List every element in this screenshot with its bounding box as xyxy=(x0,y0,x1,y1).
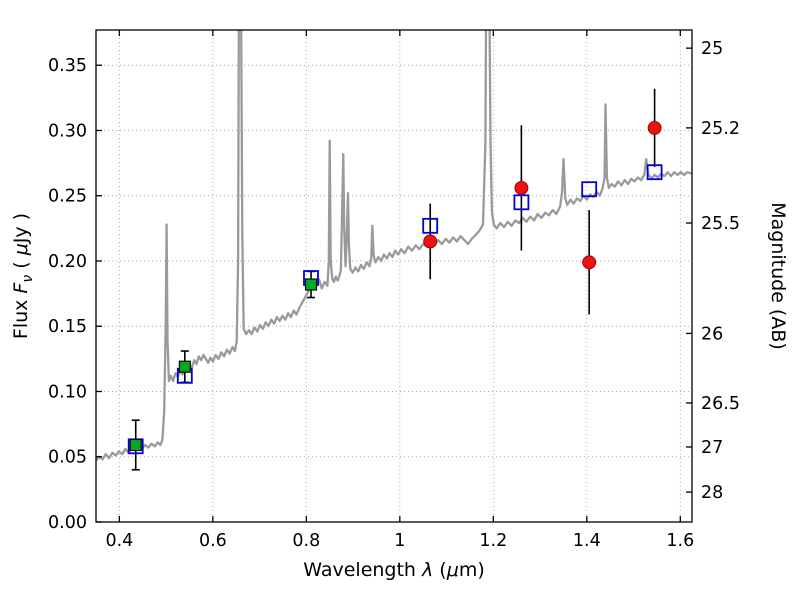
y-tick-label-left: 0.30 xyxy=(48,121,87,141)
x-axis-label: Wavelength λ (μm) xyxy=(303,559,484,581)
y-tick-label-right: 25.2 xyxy=(701,119,740,139)
x-tick-label: 1.4 xyxy=(573,531,601,551)
observed-square-marker xyxy=(129,438,142,452)
y-tick-label-right: 26.5 xyxy=(701,394,740,414)
observed-square-marker xyxy=(178,360,191,373)
model-photometry-marker xyxy=(422,217,439,234)
x-tick-label: 1 xyxy=(394,531,405,551)
observed-circle-marker xyxy=(582,255,597,270)
x-tick-label: 0.6 xyxy=(199,531,227,551)
x-tick-label: 0.4 xyxy=(105,531,133,551)
y-tick-label-right: 25.5 xyxy=(701,214,740,234)
y-axis-label-right: Magnitude (AB) xyxy=(767,202,789,350)
plot-frame xyxy=(95,29,693,523)
model-photometry-marker xyxy=(513,194,530,211)
x-tick-label: 0.8 xyxy=(292,531,320,551)
y-tick-label-left: 0.10 xyxy=(48,382,87,402)
x-tick-label: 1.6 xyxy=(666,531,694,551)
y-tick-label-left: 0.05 xyxy=(48,448,87,468)
tick-marks xyxy=(96,30,692,523)
observed-square-marker xyxy=(304,278,318,291)
y-tick-label-left: 0.20 xyxy=(48,252,87,272)
y-tick-label-left: 0.15 xyxy=(48,317,87,337)
model-photometry-marker xyxy=(581,181,598,198)
y-tick-label-right: 26 xyxy=(701,324,723,344)
y-tick-label-left: 0.35 xyxy=(48,56,87,76)
x-tick-label: 1.2 xyxy=(479,531,507,551)
y-tick-label-right: 27 xyxy=(701,438,723,458)
y-tick-label-right: 28 xyxy=(701,483,723,503)
y-tick-label-right: 25 xyxy=(701,39,723,59)
y-tick-label-left: 0.25 xyxy=(48,187,87,207)
observed-circle-marker xyxy=(647,120,662,135)
observed-circle-marker xyxy=(423,234,438,249)
y-tick-label-left: 0.00 xyxy=(48,513,87,533)
observed-circle-marker xyxy=(514,180,529,195)
y-axis-label-left: Flux Fν ( μJy ) xyxy=(10,213,36,339)
model-photometry-marker xyxy=(646,164,663,181)
